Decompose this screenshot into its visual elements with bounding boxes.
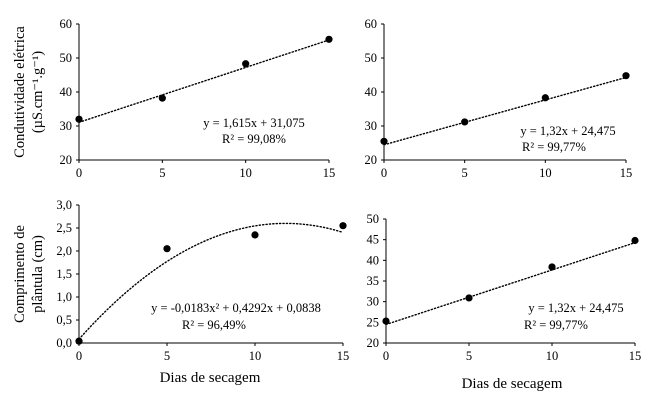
y-tick-label: 30 — [365, 119, 378, 133]
y-tick-label: 0,0 — [56, 336, 72, 350]
x-tick-label: 5 — [159, 166, 165, 180]
data-point — [339, 222, 347, 230]
x-tick-label: 0 — [76, 166, 82, 180]
y-tick-label: 60 — [365, 17, 378, 31]
y-tick-label: 45 — [367, 233, 380, 247]
trendline — [383, 76, 627, 146]
x-tick-label: 10 — [239, 166, 252, 180]
y-axis-title-line: (µS.cm⁻¹.g⁻¹) — [30, 51, 46, 133]
y-tick-label: 30 — [60, 119, 73, 133]
panel-top-right: 20 30 40 50 60 0 5 10 15 y = 1,32x + 24,475 R² = 9… — [365, 17, 633, 180]
data-point — [622, 72, 630, 80]
y-tick-label: 2,0 — [56, 244, 72, 258]
trendline-equation: y = -0,0183x² + 0,4292x + 0,0838 — [151, 301, 321, 315]
data-point — [631, 236, 639, 245]
y-tick-label: 50 — [60, 51, 73, 65]
x-tick-label: 15 — [620, 166, 633, 180]
y-tick-label: 2,5 — [56, 221, 72, 235]
y-axis-title-line: Condutividade elétrica — [12, 26, 28, 158]
x-tick-label: 0 — [381, 166, 387, 180]
data-point — [461, 118, 469, 126]
x-tick-label: 10 — [249, 349, 262, 363]
data-point — [382, 317, 390, 325]
y-tick-label: 20 — [60, 153, 73, 167]
y-axis-title-line: plântula (cm) — [30, 235, 46, 313]
trendline — [385, 241, 636, 326]
y-tick-label: 50 — [365, 51, 378, 65]
panel-top-left: 20 30 40 50 60 0 5 10 15 y = 1,615x + 31,075 R² = … — [12, 17, 335, 180]
trendline-equation: y = 1,615x + 31,075 — [203, 116, 305, 130]
x-tick-label: 10 — [539, 166, 552, 180]
data-point — [242, 60, 250, 68]
trendline-equation: y = 1,32x + 24,475 — [528, 301, 623, 315]
panel-bottom-left: 0,0 0,5 1,0 1,5 2,0 2,5 3,0 0 5 10 15 y = -0,0183x²… — [12, 198, 349, 386]
data-point — [75, 115, 83, 123]
data-point — [251, 231, 259, 239]
trendline-equation: y = 1,32x + 24,475 — [520, 124, 615, 138]
x-axis-title: Dias de secagem — [160, 370, 261, 386]
x-tick-label: 0 — [383, 349, 389, 363]
x-tick-label: 15 — [337, 349, 350, 363]
r-squared-label: R² = 99,77% — [522, 140, 586, 154]
x-tick-label: 5 — [164, 349, 170, 363]
trendline — [78, 222, 344, 340]
r-squared-label: R² = 99,08% — [222, 132, 286, 146]
r-squared-label: R² = 96,49% — [182, 318, 246, 332]
data-point — [75, 337, 83, 345]
y-tick-label: 20 — [365, 153, 378, 167]
x-tick-label: 0 — [76, 349, 82, 363]
y-tick-label: 1,0 — [56, 290, 72, 304]
y-tick-label: 40 — [367, 253, 380, 267]
y-tick-label: 1,5 — [56, 267, 72, 281]
y-tick-label: 0,5 — [56, 313, 72, 327]
x-tick-label: 15 — [629, 349, 642, 363]
data-point — [548, 263, 556, 271]
y-axis-title-line: Comprimento de — [12, 225, 28, 323]
y-tick-label: 40 — [365, 85, 378, 99]
y-tick-label: 25 — [367, 315, 380, 329]
x-axis-title: Dias de secagem — [462, 376, 563, 392]
y-tick-label: 60 — [60, 17, 73, 31]
data-point — [163, 245, 171, 253]
y-tick-label: 20 — [367, 336, 380, 350]
y-tick-label: 35 — [367, 274, 380, 288]
y-tick-label: 30 — [367, 295, 380, 309]
data-point — [380, 137, 388, 145]
y-tick-label: 3,0 — [56, 198, 72, 212]
x-tick-label: 10 — [546, 349, 559, 363]
data-point — [541, 94, 549, 102]
x-tick-label: 5 — [466, 349, 472, 363]
data-point — [158, 94, 166, 102]
y-tick-label: 40 — [60, 85, 73, 99]
panel-bottom-right: 20 25 30 35 40 45 50 0 5 10 15 y = 1,32x + 24,475 R²… — [367, 212, 642, 392]
r-squared-label: R² = 99,77% — [524, 318, 588, 332]
x-tick-label: 5 — [462, 166, 468, 180]
x-tick-label: 15 — [323, 166, 336, 180]
data-point — [325, 35, 333, 43]
y-tick-label: 50 — [367, 212, 380, 226]
data-point — [465, 294, 473, 302]
trendline — [78, 39, 330, 124]
